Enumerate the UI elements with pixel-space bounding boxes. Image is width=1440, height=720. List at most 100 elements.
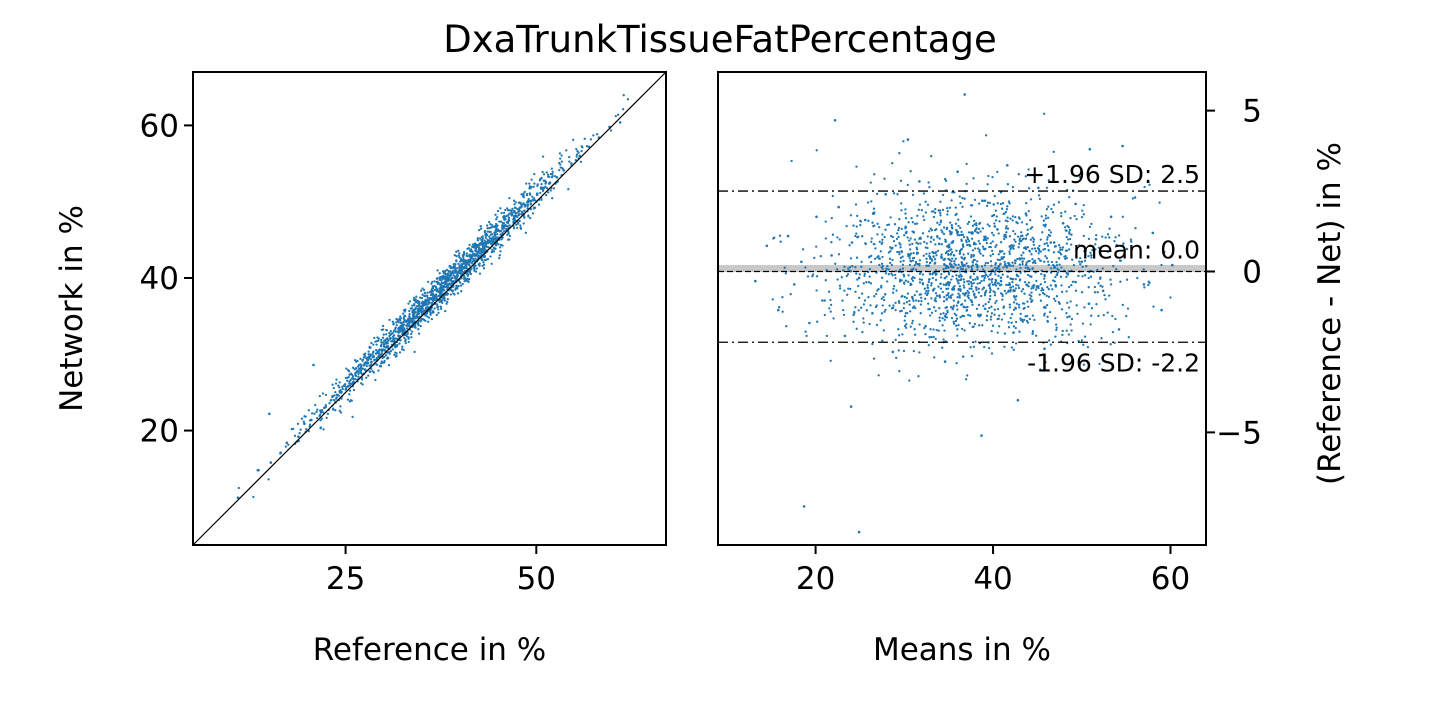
data-point — [453, 263, 456, 266]
data-point — [1037, 248, 1041, 251]
data-point — [519, 226, 522, 229]
data-point — [933, 356, 936, 359]
data-point — [1029, 238, 1033, 241]
data-point — [942, 268, 945, 271]
data-point — [318, 394, 321, 398]
data-point — [384, 345, 388, 349]
data-point — [959, 289, 962, 293]
data-point — [838, 287, 842, 290]
data-point — [501, 236, 504, 239]
data-point — [973, 258, 976, 262]
data-point — [973, 296, 977, 299]
data-point — [1160, 263, 1163, 267]
data-point — [972, 281, 975, 285]
data-point — [805, 334, 808, 338]
data-point — [873, 242, 876, 246]
data-point — [1101, 285, 1104, 288]
bland-altman-y-axis-label: (Reference - Net) in % — [1312, 142, 1348, 485]
data-point — [955, 361, 958, 365]
data-point — [1049, 241, 1052, 244]
data-point — [947, 252, 950, 256]
data-point — [962, 253, 965, 256]
data-point — [897, 334, 901, 337]
data-point — [1027, 187, 1031, 190]
data-point — [488, 235, 491, 238]
data-point — [465, 264, 468, 267]
data-point — [928, 230, 931, 233]
data-point — [956, 170, 959, 173]
data-point — [1010, 346, 1014, 349]
data-point — [536, 184, 539, 188]
data-point — [329, 399, 332, 402]
data-point — [1078, 260, 1081, 263]
data-point — [426, 296, 429, 299]
data-point — [492, 237, 495, 241]
data-point — [393, 334, 396, 337]
data-point — [908, 243, 911, 246]
data-point — [1087, 286, 1090, 289]
data-point — [351, 377, 354, 380]
data-point — [508, 196, 511, 200]
data-point — [925, 289, 928, 293]
data-point — [984, 302, 987, 306]
data-point — [347, 369, 350, 372]
data-point — [943, 257, 947, 261]
data-point — [575, 153, 579, 156]
data-point — [506, 225, 509, 228]
data-point — [341, 387, 344, 391]
data-point — [932, 238, 935, 241]
data-point — [894, 276, 897, 280]
data-point — [427, 316, 431, 319]
data-point — [1019, 317, 1022, 320]
data-point — [981, 227, 985, 230]
data-point — [1024, 175, 1027, 178]
data-point — [547, 182, 551, 185]
data-point — [918, 281, 922, 284]
data-point — [993, 270, 996, 274]
data-point — [402, 327, 405, 330]
data-point — [379, 362, 383, 365]
data-point — [855, 272, 858, 275]
data-point — [447, 272, 450, 275]
data-point — [898, 152, 901, 155]
data-point — [459, 270, 463, 273]
data-point — [348, 380, 351, 383]
data-point — [872, 207, 876, 210]
data-point — [352, 388, 356, 392]
data-point — [411, 304, 414, 307]
data-point — [455, 277, 459, 281]
data-point — [909, 237, 912, 240]
data-point — [966, 236, 969, 239]
data-point — [946, 210, 949, 213]
data-point — [1030, 300, 1033, 304]
data-point — [530, 178, 533, 181]
data-point — [533, 182, 536, 185]
data-point — [904, 279, 908, 282]
data-point — [377, 349, 381, 353]
data-point — [296, 422, 300, 426]
data-point — [1018, 237, 1022, 240]
data-point — [986, 310, 989, 313]
data-point — [916, 251, 919, 254]
data-point — [927, 343, 930, 347]
data-point — [475, 267, 479, 270]
data-point — [854, 234, 857, 238]
data-point — [912, 349, 916, 353]
data-point — [989, 318, 992, 321]
data-point — [880, 286, 883, 289]
data-point — [517, 211, 520, 214]
data-point — [1073, 214, 1076, 218]
data-point — [485, 224, 489, 227]
data-point — [1040, 215, 1043, 218]
data-point — [815, 275, 819, 278]
data-point — [909, 282, 912, 285]
data-point — [1035, 334, 1038, 337]
data-point — [1010, 313, 1014, 316]
data-point — [1068, 248, 1071, 251]
data-point — [529, 203, 532, 206]
data-point — [917, 299, 920, 303]
data-point — [1045, 294, 1048, 297]
scatter-x-axis-label: Reference in % — [313, 632, 547, 668]
data-point — [568, 155, 571, 159]
data-point — [994, 279, 998, 283]
